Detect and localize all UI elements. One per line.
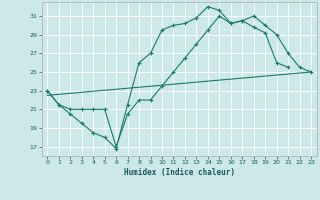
X-axis label: Humidex (Indice chaleur): Humidex (Indice chaleur) bbox=[124, 168, 235, 177]
